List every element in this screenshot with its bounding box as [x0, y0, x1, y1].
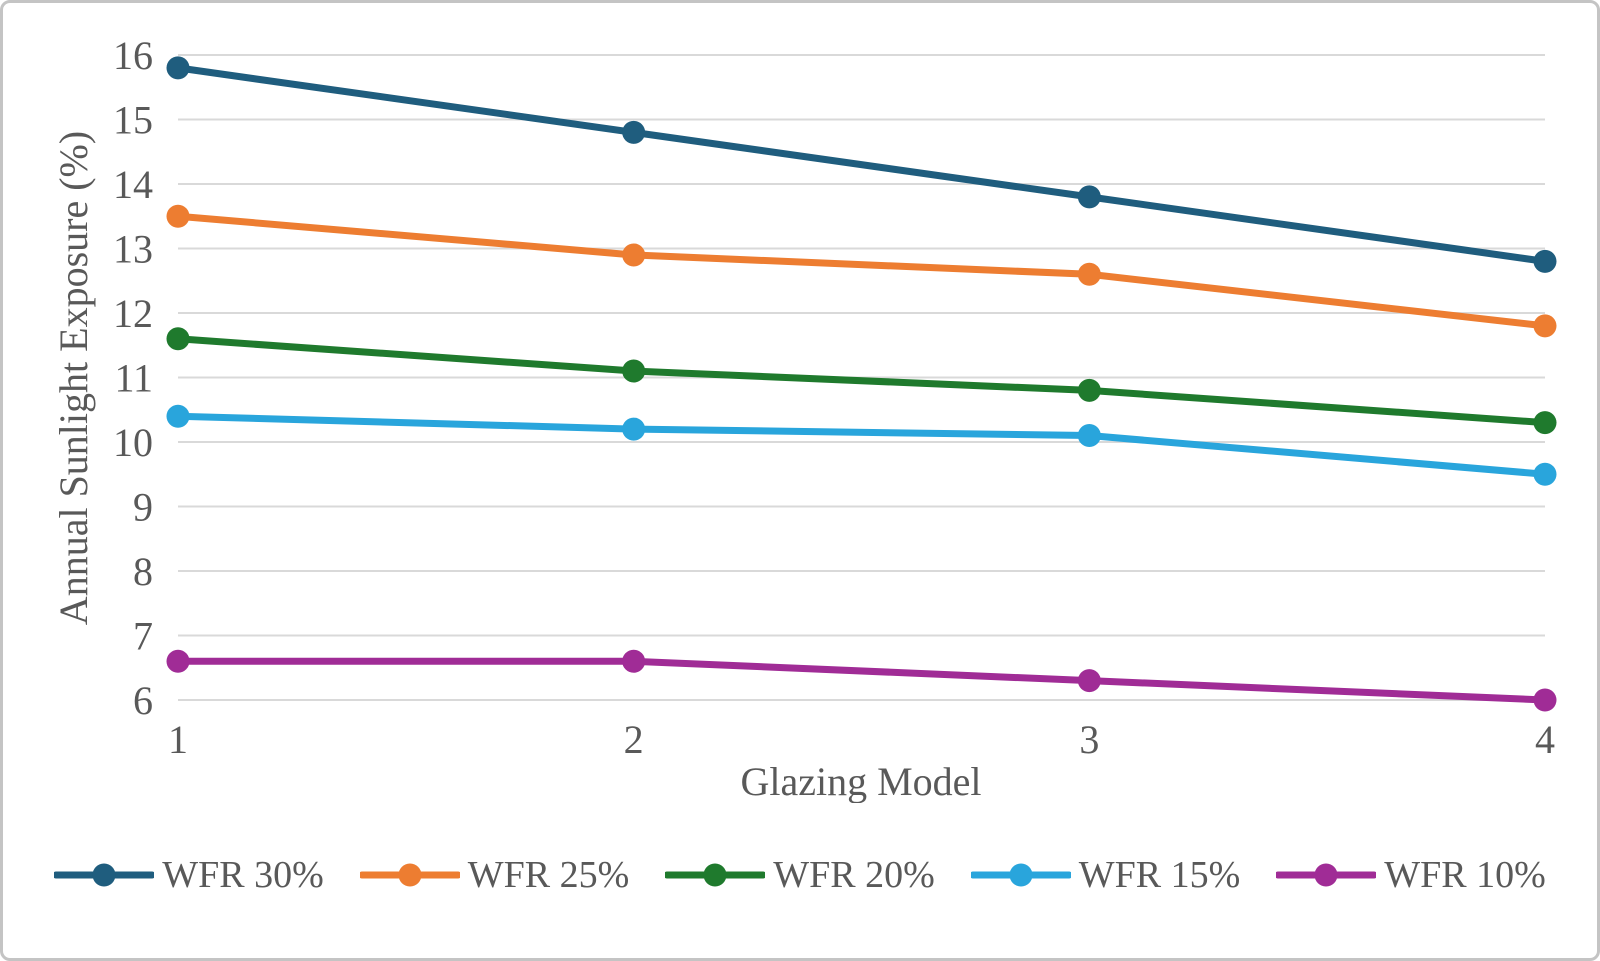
data-point-marker	[166, 327, 190, 351]
data-point-marker	[622, 649, 646, 673]
y-axis-tick-labels: 6 7 8 9 10 11 12 13 14 15 16	[113, 33, 153, 723]
data-point-marker	[1533, 688, 1557, 712]
legend-item: WFR 20%	[665, 853, 935, 897]
x-tick-label: 2	[624, 717, 644, 762]
legend-item: WFR 15%	[970, 853, 1241, 897]
y-tick-label: 16	[113, 33, 153, 78]
y-tick-label: 6	[133, 678, 153, 723]
legend-marker-icon	[970, 863, 1071, 887]
data-point-marker	[166, 404, 190, 428]
y-tick-label: 11	[114, 356, 153, 401]
legend-marker-icon	[359, 863, 460, 887]
data-point-marker	[166, 649, 190, 673]
data-point-marker	[622, 417, 646, 441]
x-tick-label: 4	[1535, 717, 1555, 762]
data-point-marker	[1533, 314, 1557, 338]
legend-item: WFR 10%	[1276, 853, 1546, 897]
y-tick-label: 9	[133, 485, 153, 530]
y-tick-label: 12	[113, 291, 153, 336]
data-point-marker	[166, 204, 190, 228]
series-line	[174, 64, 1549, 265]
data-point-marker	[166, 56, 190, 80]
x-axis-tick-labels: 1 2 3 4	[168, 717, 1555, 762]
legend: WFR 30% WFR 25% WFR 20% WFR 15% WFR 10%	[3, 853, 1597, 897]
data-point-marker	[1077, 424, 1101, 448]
data-point-marker	[1077, 262, 1101, 286]
y-tick-label: 7	[133, 614, 153, 659]
x-tick-label: 1	[168, 717, 188, 762]
legend-marker-icon	[1276, 863, 1377, 887]
legend-label: WFR 25%	[467, 854, 630, 896]
data-point-marker	[1077, 669, 1101, 693]
data-point-marker	[1533, 249, 1557, 273]
data-point-marker	[1077, 185, 1101, 209]
legend-marker-icon	[665, 863, 766, 887]
y-tick-label: 14	[113, 162, 153, 207]
legend-item: WFR 30%	[54, 853, 324, 897]
y-tick-label: 13	[113, 227, 153, 272]
data-point-marker	[622, 120, 646, 144]
data-point-marker	[1533, 411, 1557, 435]
legend-marker-icon	[54, 863, 155, 887]
data-point-marker	[622, 359, 646, 383]
x-axis-title: Glazing Model	[740, 759, 981, 803]
data-series	[166, 56, 1557, 712]
y-tick-label: 15	[113, 98, 153, 143]
data-point-marker	[1533, 462, 1557, 486]
series-line	[174, 335, 1549, 427]
series-line	[174, 212, 1549, 330]
data-point-marker	[622, 243, 646, 267]
legend-label: WFR 30%	[162, 854, 324, 896]
series-line	[174, 412, 1549, 478]
y-tick-label: 10	[113, 420, 153, 465]
legend-item: WFR 25%	[359, 853, 630, 897]
data-point-marker	[1077, 378, 1101, 402]
series-line	[174, 657, 1549, 704]
y-axis-title: Annual Sunlight Exposure (%)	[51, 131, 96, 625]
x-tick-label: 3	[1079, 717, 1099, 762]
legend-label: WFR 15%	[1078, 854, 1241, 896]
legend-label: WFR 10%	[1384, 854, 1546, 896]
legend-label: WFR 20%	[773, 854, 935, 896]
y-tick-label: 8	[133, 549, 153, 594]
